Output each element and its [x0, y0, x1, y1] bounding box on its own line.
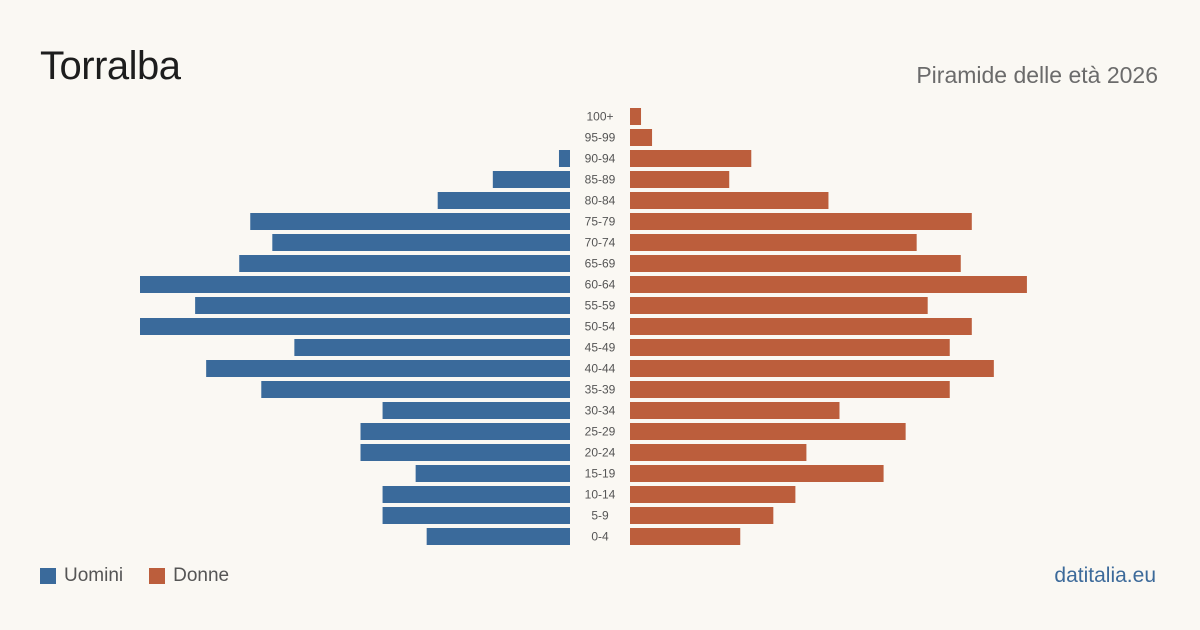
bar-women-45-49 — [630, 339, 950, 356]
legend-label-men: Uomini — [64, 565, 124, 586]
bar-women-75-79 — [630, 213, 972, 230]
age-label-85-89: 85-89 — [585, 173, 616, 187]
chart-title: Torralba — [40, 44, 181, 88]
bar-men-5-9 — [382, 507, 570, 524]
bar-women-20-24 — [630, 444, 807, 461]
bar-men-70-74 — [272, 234, 570, 251]
bar-women-80-84 — [630, 192, 829, 209]
age-label-65-69: 65-69 — [585, 257, 616, 271]
age-label-5-9: 5-9 — [591, 509, 609, 523]
bar-women-35-39 — [630, 381, 950, 398]
age-label-60-64: 60-64 — [585, 278, 616, 292]
bar-men-10-14 — [382, 486, 570, 503]
age-label-100+: 100+ — [586, 110, 613, 124]
bar-women-60-64 — [630, 276, 1027, 293]
legend-swatch-women — [149, 568, 166, 584]
bar-men-65-69 — [239, 255, 570, 272]
bar-women-90-94 — [630, 150, 752, 167]
legend: Uomini Donne — [40, 565, 229, 587]
age-label-50-54: 50-54 — [585, 320, 616, 334]
bar-men-75-79 — [250, 213, 570, 230]
bar-men-55-59 — [195, 297, 570, 314]
bar-women-5-9 — [630, 507, 774, 524]
bar-men-60-64 — [140, 276, 570, 293]
source-link[interactable]: datitalia.eu — [1054, 564, 1156, 587]
bar-men-40-44 — [206, 360, 570, 377]
bar-men-30-34 — [382, 402, 570, 419]
bar-women-40-44 — [630, 360, 994, 377]
bar-men-20-24 — [360, 444, 570, 461]
bar-women-30-34 — [630, 402, 840, 419]
age-label-35-39: 35-39 — [585, 383, 616, 397]
bar-men-80-84 — [437, 192, 570, 209]
bar-women-100+ — [630, 108, 642, 125]
bar-women-10-14 — [630, 486, 796, 503]
age-label-55-59: 55-59 — [585, 299, 616, 313]
age-label-30-34: 30-34 — [585, 404, 616, 418]
age-label-75-79: 75-79 — [585, 215, 616, 229]
bar-men-25-29 — [360, 423, 570, 440]
bar-men-50-54 — [140, 318, 570, 335]
legend-item-women: Donne — [149, 565, 229, 587]
bar-women-25-29 — [630, 423, 906, 440]
age-label-25-29: 25-29 — [585, 425, 616, 439]
chart-subtitle: Piramide delle età 2026 — [916, 62, 1158, 88]
bar-men-45-49 — [294, 339, 570, 356]
age-label-15-19: 15-19 — [585, 467, 616, 481]
age-label-80-84: 80-84 — [585, 194, 616, 208]
age-label-20-24: 20-24 — [585, 446, 616, 460]
legend-swatch-men — [40, 568, 56, 584]
bar-women-55-59 — [630, 297, 928, 314]
legend-item-men: Uomini — [40, 565, 123, 587]
bar-women-50-54 — [630, 318, 972, 335]
age-label-95-99: 95-99 — [585, 131, 616, 145]
bar-men-85-89 — [492, 171, 570, 188]
age-label-40-44: 40-44 — [585, 362, 616, 376]
bar-men-0-4 — [426, 528, 570, 545]
age-label-70-74: 70-74 — [585, 236, 616, 250]
bar-men-15-19 — [415, 465, 570, 482]
bar-women-95-99 — [630, 129, 653, 146]
age-label-90-94: 90-94 — [585, 152, 616, 166]
bar-women-15-19 — [630, 465, 884, 482]
bar-men-90-94 — [558, 150, 570, 167]
legend-label-women: Donne — [173, 565, 230, 586]
age-label-45-49: 45-49 — [585, 341, 616, 355]
bar-men-35-39 — [261, 381, 570, 398]
bar-women-65-69 — [630, 255, 961, 272]
age-label-10-14: 10-14 — [585, 488, 616, 502]
age-label-0-4: 0-4 — [591, 530, 609, 544]
bar-women-70-74 — [630, 234, 917, 251]
bar-women-0-4 — [630, 528, 741, 545]
bar-women-85-89 — [630, 171, 730, 188]
